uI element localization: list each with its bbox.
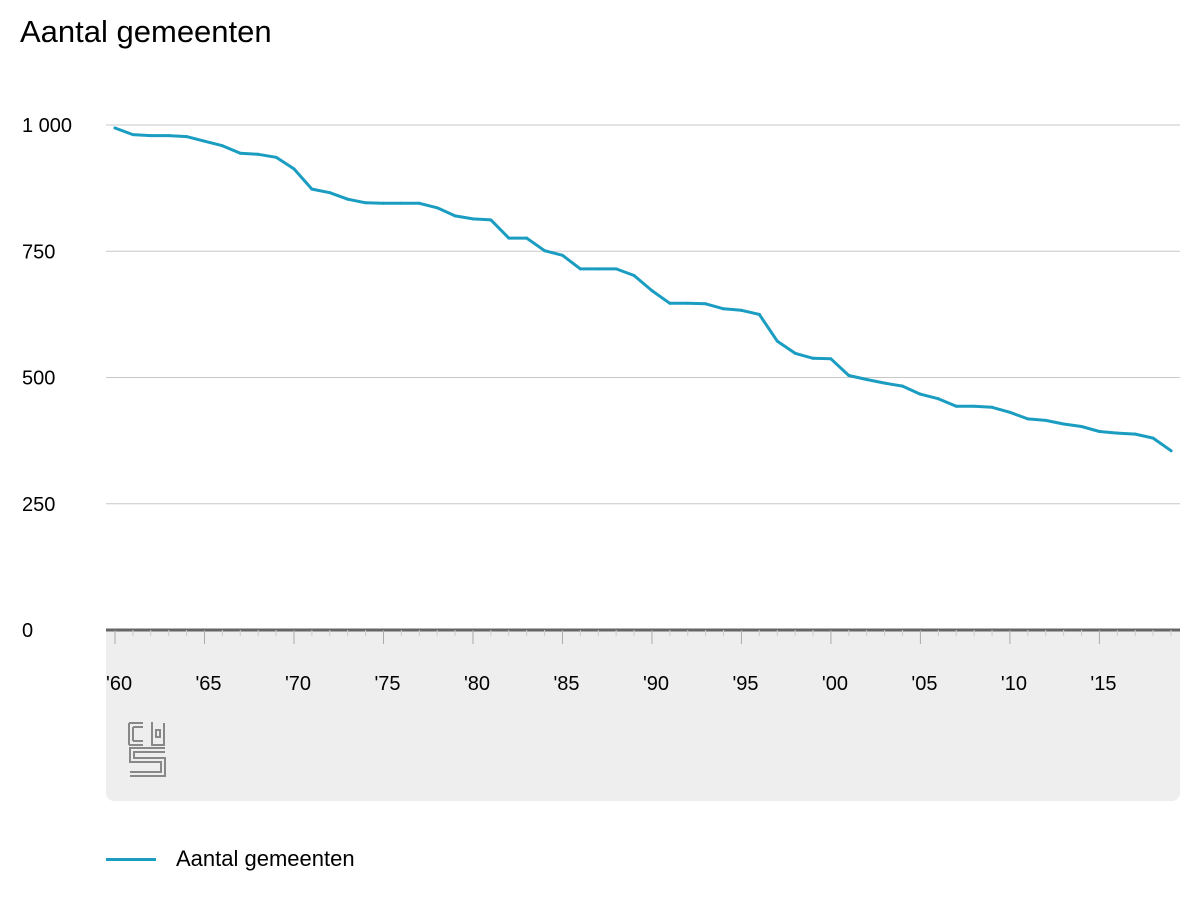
data-point	[847, 373, 851, 377]
data-point	[256, 152, 260, 156]
data-point	[507, 236, 511, 240]
line-chart: 0 250 500 750 1 000 '60 '65 '70 '75 '80 '85 '90 '95…	[22, 115, 1180, 801]
x-tick-label: '85	[553, 673, 579, 695]
x-tick-label: '90	[643, 673, 669, 695]
data-point	[399, 201, 403, 205]
x-tick-label: '00	[822, 673, 848, 695]
data-point	[346, 197, 350, 201]
data-point	[757, 312, 761, 316]
y-tick-label: 500	[22, 368, 55, 390]
data-point	[793, 351, 797, 355]
data-point	[596, 267, 600, 271]
chart-title: Aantal gemeenten	[20, 14, 272, 49]
data-point	[865, 378, 869, 382]
axis-panel	[106, 630, 1180, 801]
data-point	[417, 201, 421, 205]
data-point	[578, 267, 582, 271]
data-point	[1097, 430, 1101, 434]
data-point	[918, 392, 922, 396]
data-point	[525, 236, 529, 240]
data-point	[1169, 449, 1173, 453]
data-point	[543, 249, 547, 253]
data-point	[1133, 432, 1137, 436]
data-point	[1044, 418, 1048, 422]
data-point	[739, 308, 743, 312]
data-point	[310, 187, 314, 191]
data-point	[560, 253, 564, 257]
data-point	[185, 135, 189, 139]
x-tick-label: '65	[195, 673, 221, 695]
data-point	[668, 301, 672, 305]
data-point	[489, 218, 493, 222]
data-point	[1115, 431, 1119, 435]
data-point	[883, 381, 887, 385]
x-tick-label: '10	[1001, 673, 1027, 695]
data-point	[811, 356, 815, 360]
data-point	[972, 404, 976, 408]
legend-swatch	[106, 857, 156, 861]
data-point	[650, 289, 654, 293]
data-point	[238, 151, 242, 155]
data-point	[167, 134, 171, 138]
gridlines	[106, 124, 1180, 505]
data-point	[1062, 422, 1066, 426]
y-tick-label: 750	[22, 241, 55, 263]
legend: Aantal gemeenten	[106, 846, 355, 872]
data-point	[614, 267, 618, 271]
data-point	[901, 384, 905, 388]
y-axis-labels: 0 250 500 750 1 000	[22, 115, 72, 642]
data-point	[435, 206, 439, 210]
x-tick-label: '15	[1090, 673, 1116, 695]
data-point	[381, 201, 385, 205]
data-point	[775, 339, 779, 343]
data-point	[1080, 424, 1084, 428]
y-tick-label: 1 000	[22, 115, 72, 137]
data-point	[936, 397, 940, 401]
y-tick-label: 0	[22, 620, 33, 642]
data-point	[364, 201, 368, 205]
x-tick-label: '75	[374, 673, 400, 695]
data-point	[471, 217, 475, 221]
data-point	[274, 155, 278, 159]
data-point	[686, 301, 690, 305]
data-point	[1151, 436, 1155, 440]
data-point	[954, 404, 958, 408]
data-point	[202, 139, 206, 143]
legend-label: Aantal gemeenten	[176, 846, 355, 871]
data-point	[704, 302, 708, 306]
data-point	[292, 167, 296, 171]
data-point	[632, 273, 636, 277]
series-layer	[113, 126, 1173, 453]
x-axis: '60 '65 '70 '75 '80 '85 '90 '95 '00 '05 '10 '15	[106, 628, 1180, 695]
data-point	[990, 405, 994, 409]
data-point	[829, 357, 833, 361]
x-tick-label: '95	[732, 673, 758, 695]
x-tick-label: '60	[106, 673, 132, 695]
data-point	[113, 126, 117, 130]
data-point	[453, 214, 457, 218]
x-tick-label: '05	[911, 673, 937, 695]
cbs-logo-icon	[128, 722, 166, 777]
data-point	[328, 191, 332, 195]
data-point	[131, 133, 135, 137]
data-point	[149, 134, 153, 138]
x-tick-label: '80	[464, 673, 490, 695]
series-line	[113, 126, 1173, 453]
x-tick-label: '70	[285, 673, 311, 695]
data-point	[220, 144, 224, 148]
axis-panel-top-fill	[106, 630, 1180, 642]
data-point	[722, 307, 726, 311]
data-point	[1008, 410, 1012, 414]
data-point	[1026, 417, 1030, 421]
y-tick-label: 250	[22, 494, 55, 516]
